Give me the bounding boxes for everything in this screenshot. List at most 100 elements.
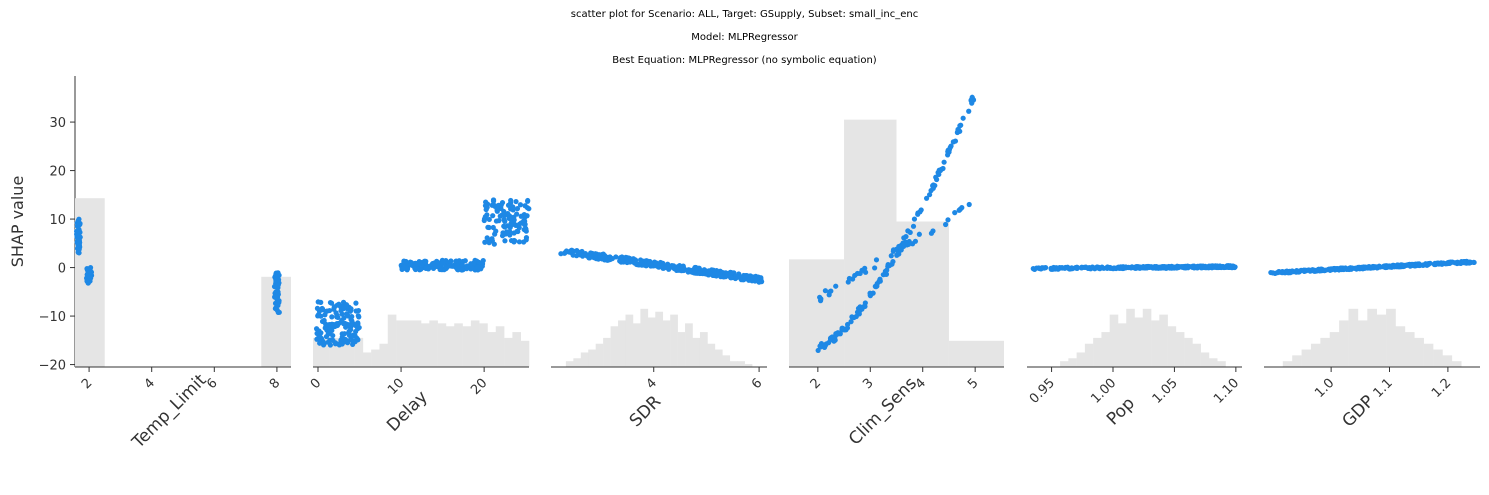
- scatter-point: [815, 347, 821, 354]
- scatter-point: [512, 238, 518, 244]
- scatter-point: [349, 318, 355, 324]
- scatter-point: [275, 277, 282, 283]
- x-tick-label: 20: [468, 376, 490, 398]
- model-subtitle: Model: MLPRegressor: [691, 32, 798, 43]
- scatter-point: [1078, 265, 1085, 271]
- histogram-bar: [1376, 314, 1387, 367]
- scatter-point: [1107, 265, 1113, 271]
- scatter-point: [918, 207, 924, 213]
- scatter-point: [497, 213, 503, 219]
- histogram-bar: [1329, 332, 1340, 367]
- scatter-point: [275, 291, 281, 297]
- scatter-point: [691, 270, 697, 276]
- histogram-bar: [479, 323, 488, 367]
- scatter-point: [520, 218, 527, 224]
- scatter-point: [718, 274, 724, 280]
- scatter-point: [1157, 265, 1163, 271]
- scatter-point: [1169, 265, 1175, 271]
- x-axis-label: GDP: [1338, 391, 1378, 431]
- scatter-point: [817, 343, 823, 349]
- scatter-point: [486, 216, 492, 223]
- x-axis-label: SDR: [626, 392, 666, 432]
- scatter-point: [475, 264, 481, 270]
- scatter-point: [492, 231, 498, 237]
- scatter-point: [960, 115, 966, 121]
- x-tick-label: 3: [860, 376, 876, 392]
- scatter-point: [607, 254, 613, 260]
- scatter-point: [417, 261, 423, 267]
- histogram-bar: [1292, 355, 1302, 367]
- scatter-point: [754, 275, 760, 281]
- x-axis-label: Temp_Limit: [128, 370, 211, 453]
- scatter-point: [502, 238, 508, 244]
- scatter-point: [855, 305, 862, 312]
- scatter-point: [517, 202, 524, 208]
- scatter-point: [522, 203, 528, 209]
- scatter-point: [1311, 268, 1317, 274]
- scatter-point: [952, 210, 958, 216]
- scatter-point: [413, 265, 419, 271]
- scatter-point: [890, 259, 896, 265]
- scatter-point: [900, 242, 907, 248]
- histogram-bar: [1175, 332, 1185, 367]
- histogram-bar: [699, 332, 708, 367]
- scatter-point: [625, 255, 632, 261]
- scatter-point: [275, 302, 281, 309]
- scatter-point: [1038, 266, 1044, 272]
- scatter-point: [483, 199, 489, 205]
- scatter-point: [275, 282, 281, 288]
- histogram-bar: [1282, 361, 1293, 367]
- scatter-point: [484, 235, 490, 241]
- scatter-point: [75, 218, 81, 224]
- scatter-point: [941, 159, 947, 165]
- histogram-bar: [1151, 320, 1160, 367]
- scatter-point: [490, 198, 497, 204]
- scatter-point: [501, 223, 507, 229]
- scatter-point: [905, 228, 911, 234]
- scatter-point: [558, 251, 564, 257]
- scatter-point: [333, 310, 339, 316]
- x-tick-label: 1.10: [1211, 376, 1242, 407]
- scatter-point: [354, 335, 360, 341]
- scatter-point: [74, 228, 80, 234]
- histogram-bar: [565, 361, 574, 367]
- scatter-point: [340, 321, 347, 327]
- scatter-point: [455, 267, 461, 273]
- scatter-point: [333, 323, 339, 329]
- histogram-bar: [520, 340, 530, 367]
- scatter-point: [935, 169, 941, 176]
- scatter-point: [923, 195, 930, 201]
- scatter-point: [1207, 264, 1213, 270]
- scatter-point: [1346, 266, 1352, 273]
- scatter-point: [322, 325, 328, 331]
- histogram-bar: [1134, 317, 1144, 367]
- scatter-point: [1278, 269, 1285, 275]
- scatter-point: [680, 264, 686, 271]
- scatter-point: [1059, 265, 1066, 271]
- scatter-point: [848, 319, 854, 325]
- histogram-bar: [1395, 326, 1406, 367]
- scatter-point: [491, 241, 497, 247]
- scatter-point: [502, 231, 509, 237]
- scatter-point: [588, 253, 594, 259]
- scatter-point: [507, 232, 513, 238]
- scatter-point: [843, 327, 849, 333]
- scatter-point: [353, 328, 359, 335]
- scatter-point: [916, 231, 922, 237]
- scatter-point: [562, 249, 568, 256]
- scatter-point: [710, 272, 716, 278]
- x-tick-label: 1.05: [1150, 376, 1181, 407]
- histogram-bar: [1339, 320, 1349, 367]
- histogram-bar: [647, 317, 656, 367]
- scatter-point: [400, 266, 406, 272]
- y-tick-label: −20: [39, 359, 66, 374]
- histogram-bar: [1367, 308, 1377, 367]
- scatter-point: [341, 305, 347, 312]
- scatter-point: [516, 225, 522, 231]
- histogram-bar: [1386, 308, 1396, 367]
- scatter-point: [320, 307, 326, 313]
- histogram-bar: [1348, 308, 1359, 367]
- scatter-point: [1452, 260, 1458, 266]
- histogram-bar: [1433, 349, 1443, 367]
- scatter-point: [76, 240, 82, 246]
